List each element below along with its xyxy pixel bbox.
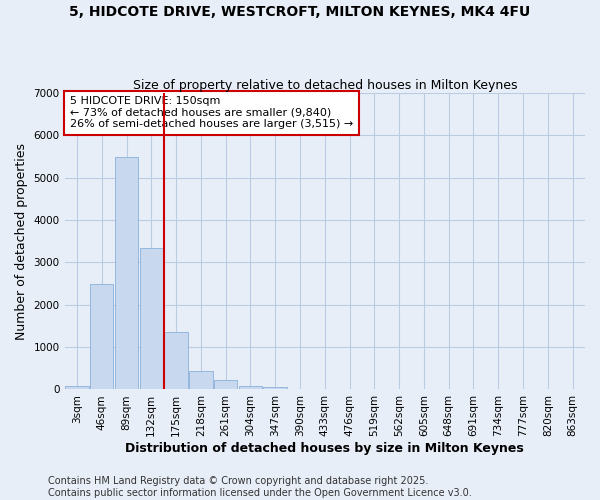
X-axis label: Distribution of detached houses by size in Milton Keynes: Distribution of detached houses by size … — [125, 442, 524, 455]
Bar — [90, 284, 113, 390]
Bar — [239, 386, 262, 390]
Text: Contains HM Land Registry data © Crown copyright and database right 2025.
Contai: Contains HM Land Registry data © Crown c… — [48, 476, 472, 498]
Bar — [140, 248, 163, 390]
Bar — [164, 332, 188, 390]
Bar — [214, 380, 238, 390]
Title: Size of property relative to detached houses in Milton Keynes: Size of property relative to detached ho… — [133, 79, 517, 92]
Bar — [189, 372, 212, 390]
Y-axis label: Number of detached properties: Number of detached properties — [15, 143, 28, 340]
Bar — [65, 386, 89, 390]
Bar — [263, 388, 287, 390]
Text: 5, HIDCOTE DRIVE, WESTCROFT, MILTON KEYNES, MK4 4FU: 5, HIDCOTE DRIVE, WESTCROFT, MILTON KEYN… — [70, 5, 530, 19]
Text: 5 HIDCOTE DRIVE: 150sqm
← 73% of detached houses are smaller (9,840)
26% of semi: 5 HIDCOTE DRIVE: 150sqm ← 73% of detache… — [70, 96, 353, 130]
Bar — [115, 156, 138, 390]
